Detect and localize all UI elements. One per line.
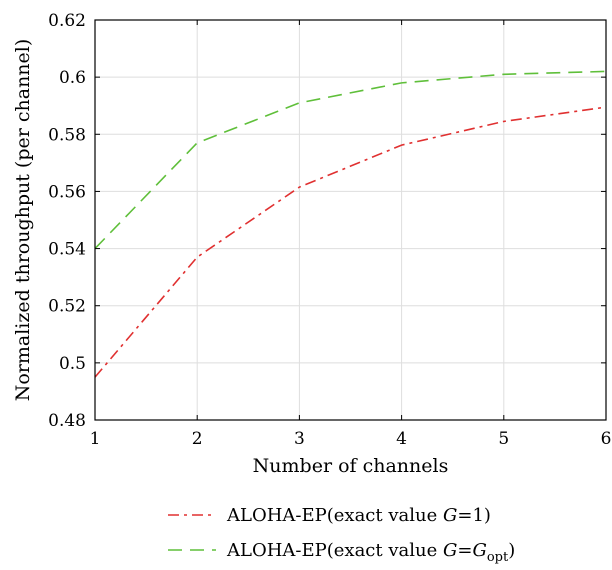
y-tick-label: 0.5 [59, 354, 86, 374]
ticks [94, 19, 607, 421]
legend-label-2: ALOHA-EP(exact value G=Gopt) [226, 540, 515, 565]
x-tick-label: 2 [192, 429, 203, 449]
y-tick-label: 0.48 [48, 411, 86, 431]
axes-box [94, 19, 607, 421]
x-tick-label: 4 [396, 429, 407, 449]
x-tick-label: 6 [601, 429, 612, 449]
y-tick-label: 0.56 [48, 182, 86, 202]
x-axis-label: Number of channels [253, 455, 449, 477]
legend-label-1: ALOHA-EP(exact value G=1) [226, 505, 491, 526]
series-line-1 [94, 106, 607, 378]
x-tick-label: 3 [294, 429, 305, 449]
legend: ALOHA-EP(exact value G=1) ALOHA-EP(exact … [168, 505, 515, 565]
y-tick-label: 0.62 [48, 11, 86, 31]
y-tick-label: 0.6 [59, 68, 86, 88]
y-axis-label: Normalized throughput (per channel) [12, 39, 34, 402]
series-line-2 [94, 70, 607, 250]
x-tick-label: 1 [90, 429, 101, 449]
y-tick-label: 0.54 [48, 240, 86, 260]
series-lines [94, 70, 607, 378]
x-tick-label: 5 [498, 429, 509, 449]
y-tick-label: 0.58 [48, 125, 86, 145]
grid-lines [94, 19, 607, 421]
tick-labels: 1 2 3 4 5 6 0.48 0.5 0.52 0.54 0.56 0.58 0.6 0.62 [48, 11, 611, 449]
y-tick-label: 0.52 [48, 297, 86, 317]
